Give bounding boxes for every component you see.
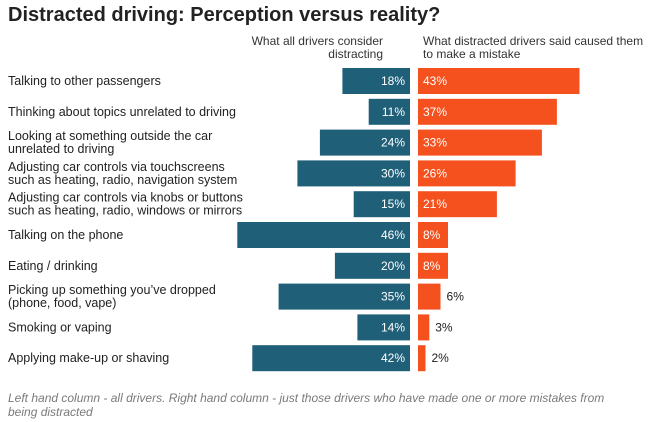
value-label-all-drivers: 24% [381,136,405,150]
category-label: Smoking or vaping [8,320,112,334]
value-label-all-drivers: 11% [382,105,405,119]
value-label-all-drivers: 20% [381,259,405,273]
bar-distracted-drivers [418,283,441,310]
bar-all-drivers [297,160,410,187]
bar-all-drivers [357,314,410,341]
category-label: Looking at something outside the car unre… [8,129,212,156]
value-label-distracted-drivers: 21% [423,197,447,211]
category-label: Talking to other passengers [8,74,161,88]
value-label-distracted-drivers: 37% [423,105,447,119]
bar-distracted-drivers [418,68,580,94]
right-column-header: What distracted drivers said caused them… [423,34,644,61]
category-label: Adjusting car controls via touchscreens s… [8,160,237,187]
value-label-distracted-drivers: 2% [432,351,450,365]
bar-all-drivers [368,98,410,125]
bar-distracted-drivers [418,345,426,372]
bar-all-drivers [353,191,410,218]
category-label: Thinking about topics unrelated to drivi… [8,105,236,119]
chart-title: Distracted driving: Perception versus re… [8,4,441,26]
value-label-all-drivers: 35% [381,290,405,304]
category-label: Picking up something you’ve dropped (phon… [8,283,216,310]
value-label-distracted-drivers: 26% [423,166,447,180]
value-label-distracted-drivers: 6% [447,290,465,304]
bar-all-drivers [342,68,410,94]
category-label: Applying make-up or shaving [8,351,169,365]
bar-distracted-drivers [418,129,542,156]
category-label: Talking on the phone [8,228,123,242]
value-label-distracted-drivers: 33% [423,136,447,150]
bar-all-drivers [278,283,410,310]
value-label-all-drivers: 42% [381,351,405,365]
bar-all-drivers [237,222,410,248]
bar-all-drivers [319,129,410,156]
bar-distracted-drivers [418,98,557,125]
value-label-all-drivers: 14% [381,320,405,334]
value-label-distracted-drivers: 8% [423,259,441,273]
bar-distracted-drivers [418,191,497,218]
value-label-all-drivers: 15% [381,197,405,211]
value-label-all-drivers: 18% [381,74,405,88]
value-label-all-drivers: 30% [381,166,405,180]
value-label-distracted-drivers: 43% [423,74,447,88]
bar-distracted-drivers [418,160,516,187]
bar-all-drivers [334,252,410,279]
bar-distracted-drivers [418,314,430,341]
bar-all-drivers [252,345,410,372]
bar-distracted-drivers [418,252,448,279]
category-label: Adjusting car controls via knobs or butt… [8,191,243,218]
value-label-all-drivers: 46% [381,228,405,242]
footnote: Left hand column - all drivers. Right ha… [8,391,605,419]
value-label-distracted-drivers: 8% [423,228,441,242]
butterfly-bar-chart: Talking to other passengers 18% 43% Thinkin… [8,68,580,372]
bar-distracted-drivers [418,222,448,248]
category-label: Eating / drinking [8,259,98,273]
value-label-distracted-drivers: 3% [435,320,453,334]
left-column-header: What all drivers consider distracting [251,34,383,61]
